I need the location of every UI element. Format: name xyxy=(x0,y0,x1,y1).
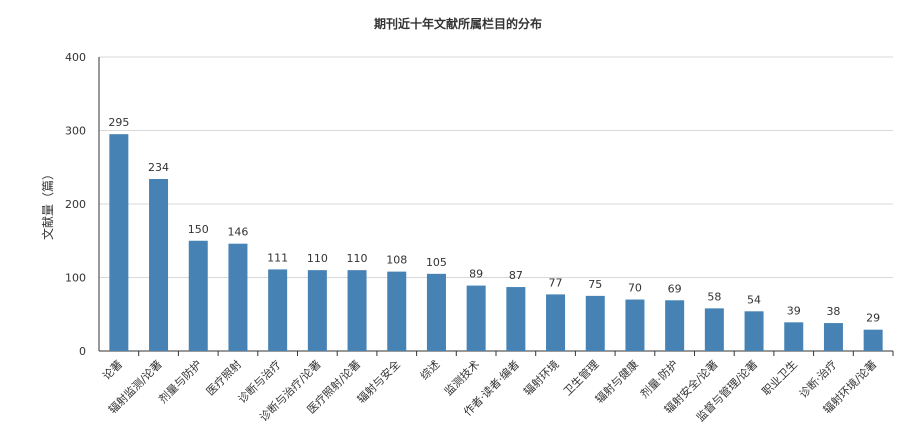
bar xyxy=(823,323,843,351)
bar xyxy=(506,287,526,351)
bar-value-label: 111 xyxy=(267,251,288,264)
y-tick-label: 100 xyxy=(65,272,86,285)
bar-value-label: 29 xyxy=(866,312,880,325)
bar-value-label: 150 xyxy=(188,223,209,236)
x-tick-label: 卫生管理 xyxy=(560,357,601,398)
bar-value-label: 75 xyxy=(588,278,602,291)
bar-value-label: 295 xyxy=(108,116,129,129)
bar-value-label: 39 xyxy=(787,304,801,317)
bar xyxy=(466,285,486,351)
bar xyxy=(307,270,327,351)
y-tick-label: 400 xyxy=(65,51,86,64)
x-tick-label: 医疗照射 xyxy=(203,357,244,398)
bar xyxy=(347,270,367,351)
chart-title: 期刊近十年文献所属栏目的分布 xyxy=(374,16,542,31)
y-axis-label: 文献量（篇） xyxy=(40,168,55,240)
y-tick-label: 300 xyxy=(65,125,86,138)
bar xyxy=(546,294,566,351)
bar xyxy=(149,179,169,351)
bar-value-label: 54 xyxy=(747,293,761,306)
x-tick-label: 综述 xyxy=(417,357,442,382)
x-tick-label: 剂量与防护 xyxy=(156,357,205,406)
bar-value-label: 69 xyxy=(668,282,682,295)
bar xyxy=(426,273,446,351)
bar xyxy=(863,329,883,351)
x-tick-label: 辐射与健康 xyxy=(592,357,641,406)
bar xyxy=(387,271,407,351)
bar xyxy=(665,300,685,351)
bar-value-label: 58 xyxy=(707,290,721,303)
bar xyxy=(228,243,248,351)
x-tick-label: 职业卫生 xyxy=(759,357,800,398)
y-tick-label: 0 xyxy=(79,345,86,358)
bar xyxy=(268,269,288,351)
bar xyxy=(744,311,764,351)
bar xyxy=(585,295,605,351)
bar-value-label: 105 xyxy=(426,256,447,269)
bar-value-label: 110 xyxy=(347,252,368,265)
gridlines xyxy=(99,56,893,278)
bar-value-label: 38 xyxy=(826,305,840,318)
bar xyxy=(109,134,129,351)
x-tick-label: 论著 xyxy=(100,357,125,382)
x-tick-label: 辐射环境 xyxy=(521,357,562,398)
bar xyxy=(784,322,804,351)
bar-value-label: 87 xyxy=(509,269,523,282)
bar xyxy=(188,240,208,351)
bar-value-label: 108 xyxy=(386,254,407,267)
data-labels: 295 234 150 146 111 110 110 108 105 89 87 77 75 70 69 5… xyxy=(108,116,880,325)
bar-value-label: 234 xyxy=(148,161,169,174)
y-axis-ticks: 0 100 200 300 400 xyxy=(65,51,86,358)
x-tick-label: 监测技术 xyxy=(442,358,482,398)
bar-value-label: 146 xyxy=(227,226,248,239)
y-tick-label: 200 xyxy=(65,198,86,211)
bar xyxy=(625,299,645,351)
x-tick-label: 辐射与安全 xyxy=(354,357,403,406)
bar-value-label: 89 xyxy=(469,268,483,281)
bar-value-label: 77 xyxy=(549,276,563,289)
bar xyxy=(704,308,724,351)
bar-value-label: 70 xyxy=(628,282,642,295)
bars-group xyxy=(109,134,883,351)
bar-value-label: 110 xyxy=(307,252,328,265)
